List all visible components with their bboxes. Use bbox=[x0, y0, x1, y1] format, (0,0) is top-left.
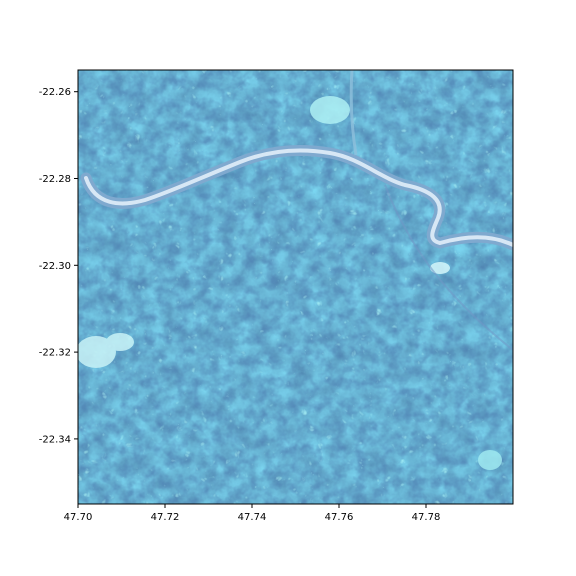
x-tick-label: 47.74 bbox=[238, 512, 267, 523]
x-tick-label: 47.78 bbox=[412, 512, 441, 523]
x-tick-label: 47.70 bbox=[64, 512, 93, 523]
y-tick-label: -22.32 bbox=[39, 348, 71, 359]
y-tick-label: -22.28 bbox=[39, 174, 71, 185]
x-tick-label: 47.76 bbox=[325, 512, 354, 523]
y-axis: -22.26 -22.28 -22.30 -22.32 -22.34 bbox=[39, 87, 78, 445]
y-tick-label: -22.34 bbox=[39, 434, 71, 445]
satellite-raster bbox=[76, 70, 513, 504]
y-tick-label: -22.26 bbox=[39, 87, 71, 98]
y-tick-label: -22.30 bbox=[39, 261, 71, 272]
x-tick-label: 47.72 bbox=[151, 512, 180, 523]
x-axis: 47.70 47.72 47.74 47.76 47.78 bbox=[64, 504, 441, 523]
